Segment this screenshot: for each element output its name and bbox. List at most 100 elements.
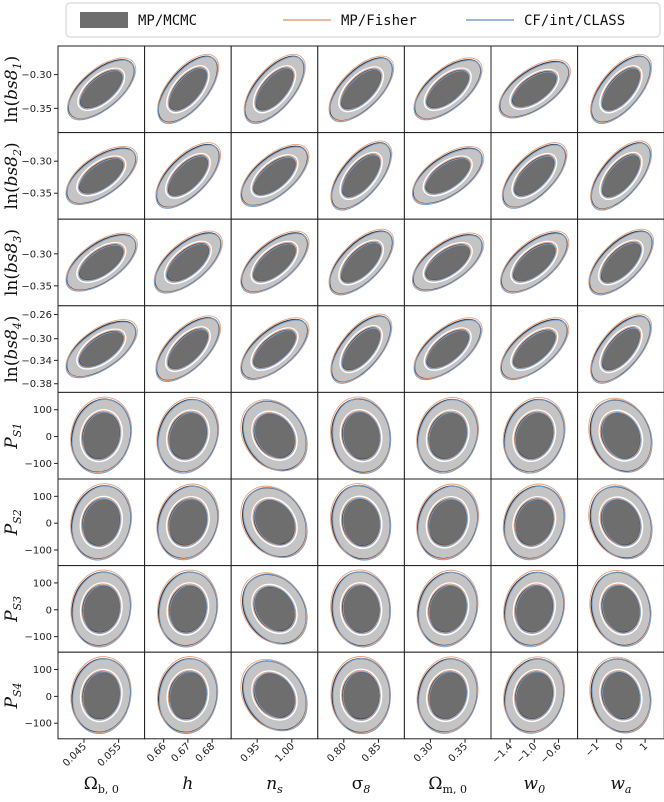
contour-panel (317, 391, 405, 480)
class-contour-68 (515, 412, 555, 461)
class-contour-95 (155, 317, 220, 382)
contour-panel (57, 305, 146, 393)
x-tick-label: −1.4 (490, 741, 515, 766)
class-contour-68 (424, 244, 471, 282)
legend-entry: MP/Fisher (283, 13, 417, 29)
contour-panel (57, 565, 146, 653)
contour-panel (57, 132, 146, 220)
class-contour-68 (254, 586, 296, 632)
contour-68-halo (422, 155, 473, 197)
contour-68-halo (599, 582, 643, 636)
legend: MP/MCMC MP/Fisher CF/int/CLASS (65, 2, 661, 38)
contour-68-halo (598, 496, 644, 549)
y-tick-label: −0.26 (21, 310, 52, 321)
class-contour-68 (341, 154, 381, 199)
contour-panel (144, 478, 232, 567)
class-contour-95 (72, 658, 132, 735)
legend-label: MP/MCMC (138, 13, 197, 29)
class-contour-95 (159, 571, 218, 648)
class-contour-95 (243, 487, 308, 558)
contour-68-halo (597, 239, 644, 286)
class-contour-95 (71, 398, 132, 474)
contour-68-halo (425, 409, 470, 462)
contour-68-halo (339, 408, 383, 463)
contour-68-halo (423, 67, 472, 112)
contour-panel (577, 478, 664, 567)
class-contour-95 (413, 59, 482, 121)
class-contour-68 (425, 70, 470, 110)
contour-68-halo (599, 151, 643, 200)
contour-panel (317, 478, 405, 567)
contour-68-halo (426, 582, 470, 636)
class-contour-95 (418, 572, 478, 648)
class-contour-68 (166, 243, 210, 283)
contour-68-halo (166, 582, 210, 636)
class-contour-95 (591, 658, 652, 734)
class-contour-95 (332, 571, 391, 648)
contour-panel (57, 651, 146, 740)
contour-68-halo (79, 495, 123, 549)
class-contour-95 (158, 399, 219, 474)
y-tick-label: 100 (33, 578, 52, 589)
contour-panel (403, 305, 492, 393)
class-contour-68 (169, 671, 208, 721)
class-contour-95 (502, 144, 567, 209)
class-contour-95 (243, 573, 308, 645)
contour-panel (230, 305, 319, 393)
contour-panel (403, 132, 492, 220)
contour-panel (144, 218, 232, 307)
legend-entry: CF/int/CLASS (466, 13, 625, 29)
contour-panel (144, 305, 232, 393)
class-contour-95 (65, 148, 137, 206)
class-contour-95 (244, 56, 305, 124)
y-axis-label: PS1 (2, 423, 24, 450)
contour-68-halo (165, 409, 210, 462)
class-contour-95 (65, 235, 137, 292)
class-contour-68 (169, 584, 208, 634)
contour-panel (577, 391, 664, 480)
y-tick-label: −0.35 (21, 189, 52, 200)
class-contour-68 (167, 155, 209, 198)
class-contour-68 (82, 584, 121, 634)
contour-68-halo (509, 68, 560, 110)
class-contour-95 (417, 485, 479, 561)
contour-panel (577, 651, 664, 740)
class-contour-95 (412, 235, 483, 292)
class-contour-68 (252, 330, 297, 370)
class-contour-95 (329, 58, 394, 123)
contour-68-halo (426, 668, 470, 723)
contour-68-halo (599, 668, 643, 723)
y-tick-label: −0.35 (21, 104, 52, 115)
class-contour-95 (72, 571, 132, 648)
contour-68-halo (76, 155, 127, 197)
x-tick-label: 0.30 (412, 741, 436, 765)
contour-68-halo (76, 241, 127, 284)
x-tick-label: −1.0 (514, 741, 539, 766)
class-contour-68 (425, 330, 470, 370)
contour-68-halo (512, 668, 556, 723)
class-contour-68 (511, 71, 558, 109)
contour-panel (230, 391, 319, 480)
contour-68-halo (512, 582, 556, 636)
contour-panel (144, 45, 232, 134)
contour-68-halo (423, 327, 472, 371)
contour-panel (577, 45, 664, 134)
class-contour-95 (71, 485, 132, 561)
legend-label: CF/int/CLASS (524, 13, 625, 29)
y-tick-label: −0.30 (21, 157, 52, 168)
legend-swatch (80, 12, 128, 28)
class-contour-68 (512, 243, 557, 283)
contour-panel (230, 218, 319, 307)
contour-68-halo (339, 325, 383, 374)
class-contour-68 (601, 68, 641, 112)
contour-panel (144, 391, 232, 480)
contour-panel (490, 45, 579, 134)
contour-panel (577, 305, 664, 393)
y-tick-label: 100 (33, 665, 52, 676)
contour-panel (490, 305, 579, 393)
contour-panel (317, 565, 405, 653)
contour-68-halo (338, 239, 385, 286)
class-contour-68 (168, 412, 208, 461)
class-contour-68 (78, 158, 125, 195)
x-tick-label: −1 (584, 741, 602, 759)
